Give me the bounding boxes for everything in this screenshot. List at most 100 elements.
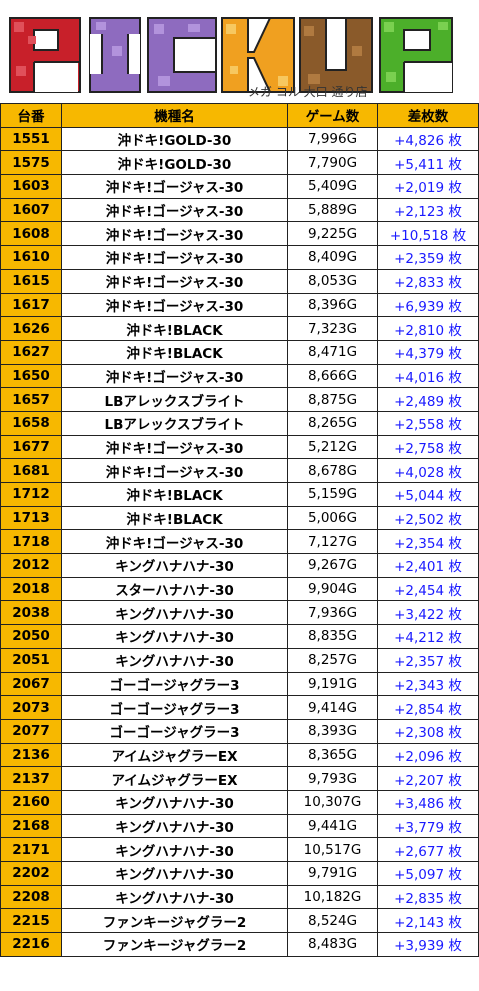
difference-cell: +4,028 枚 — [377, 458, 479, 483]
difference-cell: +2,354 枚 — [377, 529, 479, 555]
machine-name-cell: キングハナハナ-30 — [61, 624, 288, 649]
machine-number-cell: 2160 — [0, 789, 62, 815]
table-row: 2168 キングハナハナ-30 9,441G +3,779 枚 — [0, 813, 479, 839]
game-count-cell: 8,524G — [287, 908, 378, 934]
machine-name-cell: キングハナハナ-30 — [61, 884, 288, 910]
column-header-machine-number: 台番 — [0, 103, 62, 128]
machine-number-cell: 2215 — [0, 908, 62, 934]
difference-cell: +3,779 枚 — [377, 813, 479, 839]
column-header-difference: 差枚数 — [377, 103, 479, 128]
game-count-cell: 9,793G — [287, 766, 378, 791]
machine-name-cell: 沖ドキ!ゴージャス-30 — [61, 221, 288, 247]
game-count-cell: 8,393G — [287, 718, 378, 744]
machine-name-cell: キングハナハナ-30 — [61, 837, 288, 862]
game-count-cell: 9,904G — [287, 576, 378, 602]
machine-name-cell: 沖ドキ!BLACK — [61, 316, 288, 341]
machine-name-cell: 沖ドキ!GOLD-30 — [61, 126, 288, 152]
difference-cell: +2,835 枚 — [377, 884, 479, 910]
machine-name-cell: 沖ドキ!ゴージャス-30 — [61, 363, 288, 389]
game-count-cell: 8,265G — [287, 410, 378, 436]
machine-number-cell: 1608 — [0, 221, 62, 247]
game-count-cell: 10,517G — [287, 837, 378, 862]
pickup-logo-graphic — [9, 17, 453, 93]
machine-name-cell: ファンキージャグラー2 — [61, 932, 288, 957]
table-row: 1617 沖ドキ!ゴージャス-30 8,396G +6,939 枚 — [0, 292, 479, 318]
table-row: 1681 沖ドキ!ゴージャス-30 8,678G +4,028 枚 — [0, 458, 479, 483]
store-subtitle: メガ コル 大口 通り店 — [248, 85, 368, 99]
difference-cell: +2,019 枚 — [377, 174, 479, 199]
game-count-cell: 8,875G — [287, 387, 378, 412]
machine-number-cell: 2067 — [0, 671, 62, 697]
difference-cell: +3,422 枚 — [377, 600, 479, 626]
machine-number-cell: 1658 — [0, 410, 62, 436]
difference-cell: +2,810 枚 — [377, 316, 479, 341]
machine-name-cell: アイムジャグラーEX — [61, 766, 288, 791]
game-count-cell: 5,212G — [287, 434, 378, 460]
difference-cell: +2,454 枚 — [377, 576, 479, 602]
difference-cell: +4,212 枚 — [377, 624, 479, 649]
game-count-cell: 5,159G — [287, 482, 378, 507]
machine-number-cell: 2073 — [0, 695, 62, 720]
difference-cell: +4,016 枚 — [377, 363, 479, 389]
table-row: 2136 アイムジャグラーEX 8,365G +2,096 枚 — [0, 742, 479, 768]
table-body: 1551 沖ドキ!GOLD-30 7,996G +4,826 枚 1575 沖ドキ!GOL… — [0, 126, 479, 957]
game-count-cell: 9,441G — [287, 813, 378, 839]
table-row: 2051 キングハナハナ-30 8,257G +2,357 枚 — [0, 647, 479, 673]
logo-letter-c — [147, 17, 217, 93]
machine-name-cell: 沖ドキ!ゴージャス-30 — [61, 458, 288, 483]
game-count-cell: 10,307G — [287, 789, 378, 815]
column-header-game-count: ゲーム数 — [287, 103, 378, 128]
machine-number-cell: 2038 — [0, 600, 62, 626]
machine-number-cell: 1650 — [0, 363, 62, 389]
difference-cell: +2,833 枚 — [377, 268, 479, 294]
table-row: 1658 LBアレックスブライト 8,265G +2,558 枚 — [0, 410, 479, 436]
machine-name-cell: スターハナハナ-30 — [61, 576, 288, 602]
table-row: 1607 沖ドキ!ゴージャス-30 5,889G +2,123 枚 — [0, 197, 479, 223]
game-count-cell: 7,936G — [287, 600, 378, 626]
pickup-table: 台番 機種名 ゲーム数 差枚数 1551 沖ドキ!GOLD-30 7,996G +4,… — [0, 103, 479, 957]
machine-name-cell: 沖ドキ!ゴージャス-30 — [61, 292, 288, 318]
machine-name-cell: LBアレックスブライト — [61, 410, 288, 436]
machine-number-cell: 1615 — [0, 268, 62, 294]
machine-number-cell: 1610 — [0, 245, 62, 270]
machine-name-cell: ゴーゴージャグラー3 — [61, 718, 288, 744]
machine-name-cell: 沖ドキ!ゴージャス-30 — [61, 174, 288, 199]
table-row: 2073 ゴーゴージャグラー3 9,414G +2,854 枚 — [0, 695, 479, 720]
difference-cell: +4,826 枚 — [377, 126, 479, 152]
machine-number-cell: 1677 — [0, 434, 62, 460]
table-row: 1657 LBアレックスブライト 8,875G +2,489 枚 — [0, 387, 479, 412]
difference-cell: +2,502 枚 — [377, 505, 479, 531]
table-row: 2077 ゴーゴージャグラー3 8,393G +2,308 枚 — [0, 718, 479, 744]
machine-name-cell: LBアレックスブライト — [61, 387, 288, 412]
difference-cell: +2,343 枚 — [377, 671, 479, 697]
difference-cell: +2,854 枚 — [377, 695, 479, 720]
machine-number-cell: 1718 — [0, 529, 62, 555]
table-row: 1615 沖ドキ!ゴージャス-30 8,053G +2,833 枚 — [0, 268, 479, 294]
difference-cell: +2,758 枚 — [377, 434, 479, 460]
machine-name-cell: 沖ドキ!BLACK — [61, 339, 288, 365]
difference-cell: +2,123 枚 — [377, 197, 479, 223]
machine-name-cell: キングハナハナ-30 — [61, 789, 288, 815]
machine-name-cell: 沖ドキ!ゴージャス-30 — [61, 434, 288, 460]
table-row: 2171 キングハナハナ-30 10,517G +2,677 枚 — [0, 837, 479, 862]
machine-name-cell: 沖ドキ!ゴージャス-30 — [61, 197, 288, 223]
table-row: 1718 沖ドキ!ゴージャス-30 7,127G +2,354 枚 — [0, 529, 479, 555]
difference-cell: +3,939 枚 — [377, 932, 479, 957]
table-row: 1551 沖ドキ!GOLD-30 7,996G +4,826 枚 — [0, 126, 479, 152]
game-count-cell: 7,996G — [287, 126, 378, 152]
table-row: 2160 キングハナハナ-30 10,307G +3,486 枚 — [0, 789, 479, 815]
machine-name-cell: 沖ドキ!ゴージャス-30 — [61, 245, 288, 270]
table-row: 1677 沖ドキ!ゴージャス-30 5,212G +2,758 枚 — [0, 434, 479, 460]
game-count-cell: 9,267G — [287, 553, 378, 578]
logo-letter-i — [89, 17, 141, 93]
table-header-row: 台番 機種名 ゲーム数 差枚数 — [0, 103, 479, 128]
machine-number-cell: 2012 — [0, 553, 62, 578]
machine-number-cell: 1681 — [0, 458, 62, 483]
table-row: 2208 キングハナハナ-30 10,182G +2,835 枚 — [0, 884, 479, 910]
difference-cell: +2,401 枚 — [377, 553, 479, 578]
machine-number-cell: 2216 — [0, 932, 62, 957]
table-row: 1650 沖ドキ!ゴージャス-30 8,666G +4,016 枚 — [0, 363, 479, 389]
logo-letter-p — [9, 17, 81, 93]
game-count-cell: 8,053G — [287, 268, 378, 294]
machine-name-cell: キングハナハナ-30 — [61, 600, 288, 626]
